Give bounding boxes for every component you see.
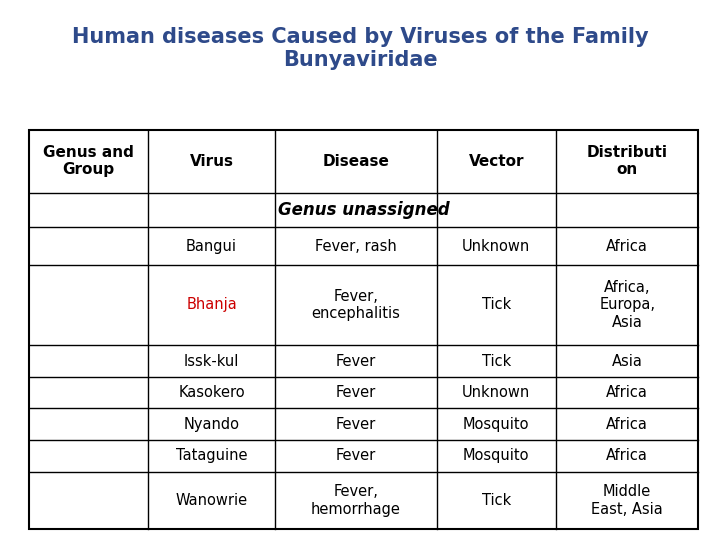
Text: Issk-kul: Issk-kul bbox=[184, 354, 239, 368]
Text: Bhanja: Bhanja bbox=[186, 298, 237, 313]
Text: Fever,
encephalitis: Fever, encephalitis bbox=[312, 289, 400, 321]
Text: Unknown: Unknown bbox=[462, 385, 531, 400]
Text: Fever: Fever bbox=[336, 417, 376, 432]
Text: Africa: Africa bbox=[606, 417, 648, 432]
Text: Fever: Fever bbox=[336, 448, 376, 463]
Text: Asia: Asia bbox=[612, 354, 643, 368]
Text: Africa: Africa bbox=[606, 385, 648, 400]
Text: Africa: Africa bbox=[606, 239, 648, 254]
Text: Africa: Africa bbox=[606, 448, 648, 463]
Text: Virus: Virus bbox=[189, 154, 233, 168]
Text: Tick: Tick bbox=[482, 298, 511, 313]
Text: Fever, rash: Fever, rash bbox=[315, 239, 397, 254]
Bar bbox=[29, 130, 698, 529]
Text: Tataguine: Tataguine bbox=[176, 448, 248, 463]
Text: Middle
East, Asia: Middle East, Asia bbox=[591, 484, 663, 517]
Text: Unknown: Unknown bbox=[462, 239, 531, 254]
Text: Fever: Fever bbox=[336, 354, 376, 368]
Text: Human diseases Caused by Viruses of the Family
Bunyaviridae: Human diseases Caused by Viruses of the … bbox=[72, 27, 648, 70]
Text: Fever: Fever bbox=[336, 385, 376, 400]
Text: Mosquito: Mosquito bbox=[463, 448, 530, 463]
Text: Kasokero: Kasokero bbox=[179, 385, 245, 400]
Text: Wanowrie: Wanowrie bbox=[176, 493, 248, 508]
Text: Genus and
Group: Genus and Group bbox=[43, 145, 134, 178]
Text: Fever,
hemorrhage: Fever, hemorrhage bbox=[311, 484, 401, 517]
Text: Mosquito: Mosquito bbox=[463, 417, 530, 432]
Text: Vector: Vector bbox=[469, 154, 524, 168]
Text: Bangui: Bangui bbox=[186, 239, 237, 254]
Text: Tick: Tick bbox=[482, 354, 511, 368]
Text: Distributi
on: Distributi on bbox=[587, 145, 667, 178]
Text: Genus unassigned: Genus unassigned bbox=[278, 201, 449, 219]
Text: Disease: Disease bbox=[323, 154, 390, 168]
Text: Tick: Tick bbox=[482, 493, 511, 508]
Text: Nyando: Nyando bbox=[184, 417, 240, 432]
Text: Africa,
Europa,
Asia: Africa, Europa, Asia bbox=[599, 280, 655, 330]
